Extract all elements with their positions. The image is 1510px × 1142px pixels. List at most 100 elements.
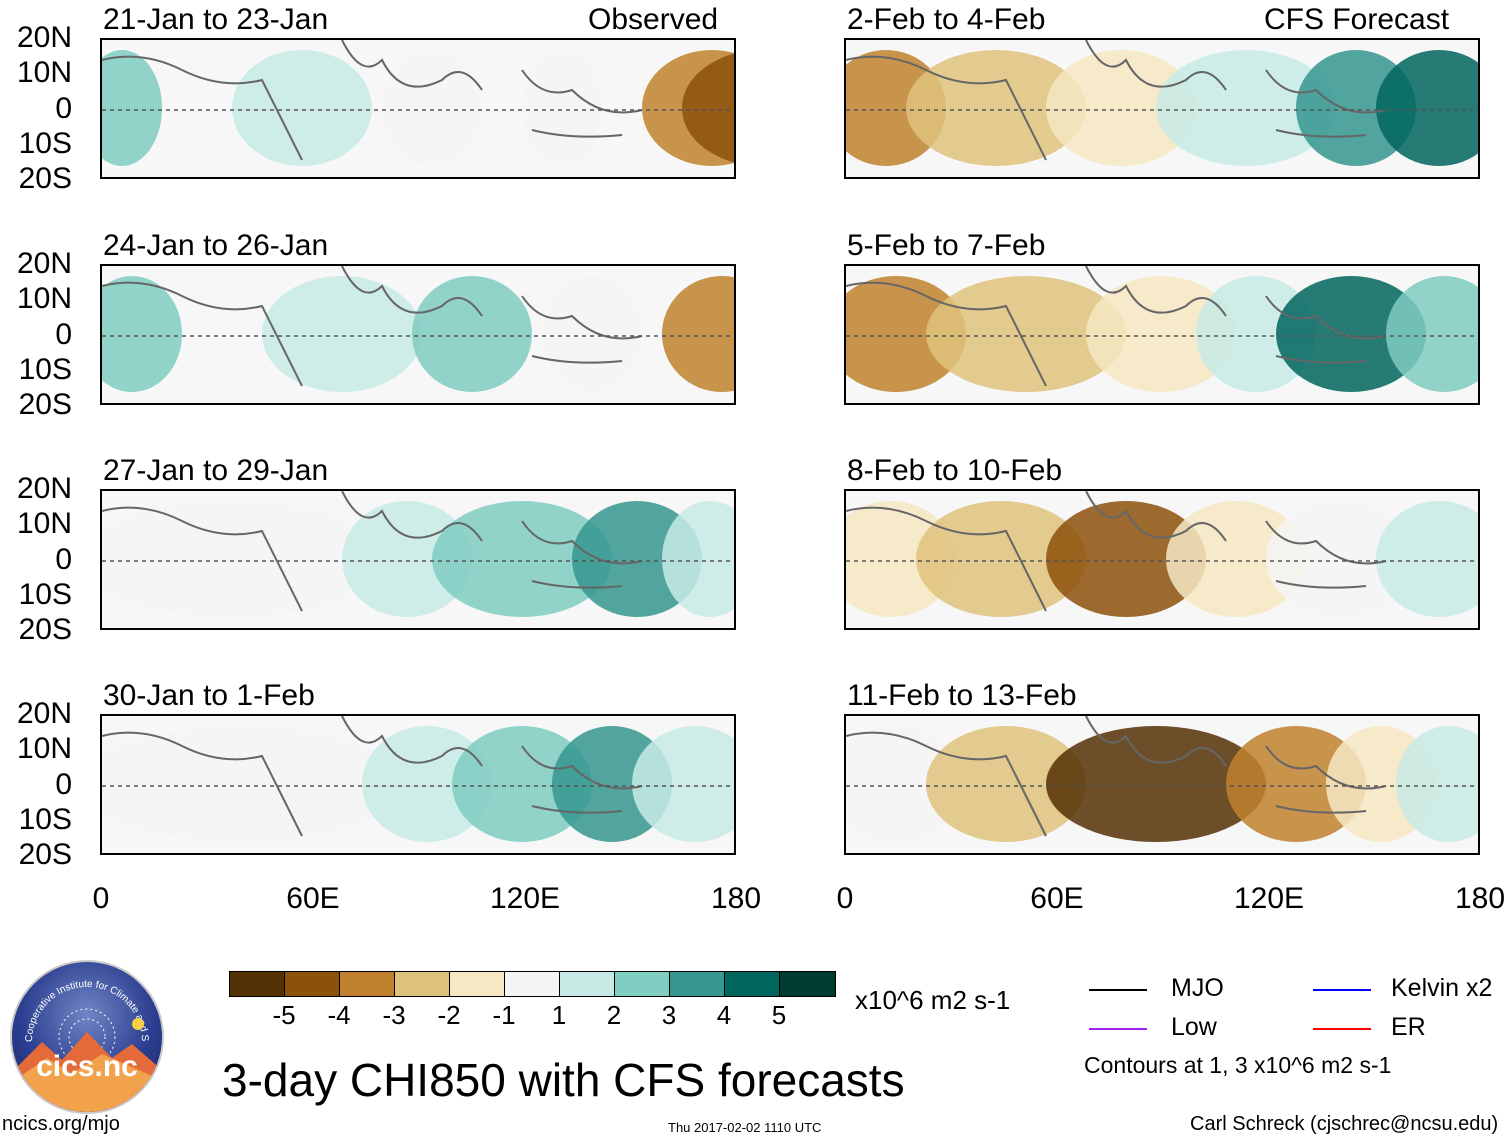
lat-label: 20S [18,838,72,871]
colorbar-swatch [615,972,670,996]
panel-title: 30-Jan to 1-Feb [103,679,315,712]
lon-label: 60E [1030,882,1084,915]
colorbar-swatch [670,972,725,996]
anomaly-shading [102,501,382,617]
anomaly-shading [362,726,492,842]
colorbar [229,971,836,997]
coastline [846,266,1387,387]
map-panel-left-3 [100,489,736,630]
map-panel-right-4 [844,714,1480,855]
lat-label: 20S [18,162,72,195]
anomaly-shading [382,50,482,166]
anomaly-shading [522,50,602,166]
footer-url: ncics.org/mjo [2,1113,120,1135]
colorbar-swatch [230,972,285,996]
logo-text: cics.nc [36,1050,138,1083]
colorbar-label: -2 [437,1000,461,1030]
colorbar-swatch [285,972,340,996]
map-panel-left-1 [100,38,736,179]
lon-label: 0 [836,882,854,915]
anomaly-shading [452,726,592,842]
anomaly-shading [342,501,472,617]
anomaly-shading [846,726,966,842]
colorbar-label: 3 [661,1000,677,1030]
anomaly-shading [846,276,966,392]
anomaly-shading [1046,726,1266,842]
anomaly-shading [1046,501,1206,617]
colorbar-swatch [780,972,835,996]
coastline [102,716,643,837]
panel-tag-observed: Observed [588,3,719,36]
anomaly-shading [1086,276,1236,392]
lat-label: 10N [16,507,72,541]
lat-label: 10N [16,732,72,766]
legend-label-low: Low [1171,1013,1217,1041]
anomaly-shading [1196,276,1316,392]
anomaly-shading [916,501,1086,617]
lat-label: 0 [55,317,72,351]
legend-label-er: ER [1391,1013,1426,1041]
panel-tag-forecast: CFS Forecast [1264,3,1450,36]
anomaly-shading [1156,50,1336,166]
coastline [846,491,1387,612]
anomaly-shading [1376,501,1478,617]
logo-ring-text: Cooperative Institute for Climate and Sa… [12,962,150,1042]
lat-label: 20N [16,21,72,54]
legend-note: Contours at 1, 3 x10^6 m2 s-1 [1084,1052,1392,1078]
anomaly-shading [1166,501,1306,617]
lon-label: 0 [92,882,110,915]
legend-line-er [1313,1028,1371,1030]
logo-emblem-icon: Cooperative Institute for Climate and Sa… [12,962,162,1112]
lat-label: 0 [55,767,72,801]
colorbar-label: -3 [382,1000,406,1030]
lat-label: 10S [18,126,72,160]
legend-line-kelvin [1313,989,1371,991]
anomaly-shading [102,276,182,392]
panel-title: 8-Feb to 10-Feb [847,454,1063,487]
cics-logo: Cooperative Institute for Climate and Sa… [10,960,164,1114]
panel-title: 24-Jan to 26-Jan [103,229,329,262]
map-panel-left-2 [100,264,736,405]
main-title: 3-day CHI850 with CFS forecasts [222,1054,905,1106]
coastline [102,266,643,387]
lat-label: 10N [16,56,72,90]
anomaly-shading [926,276,1126,392]
coastline [102,40,643,161]
anomaly-shading [1396,726,1478,842]
colorbar-swatch [505,972,560,996]
anomaly-shading [1376,50,1478,166]
map-panel-left-4 [100,714,736,855]
panel-title: 21-Jan to 23-Jan [103,3,329,36]
colorbar-label: -4 [327,1000,351,1030]
map-panel-right-2 [844,264,1480,405]
anomaly-shading [542,276,642,392]
anomaly-shading [102,50,162,166]
coastline [846,716,1387,837]
colorbar-label: -5 [272,1000,296,1030]
anomaly-shading [412,276,532,392]
colorbar-label: 4 [716,1000,732,1030]
footer-author: Carl Schreck (cjschrec@ncsu.edu) [1190,1113,1499,1135]
lon-label: 120E [1233,882,1305,915]
colorbar-swatch [450,972,505,996]
anomaly-shading [662,276,734,392]
lat-label: 10S [18,802,72,836]
lon-label: 120E [489,882,561,915]
coastline [846,40,1387,161]
lat-label: 20N [16,697,72,730]
legend-line-low [1089,1028,1147,1030]
lat-label: 20S [18,613,72,646]
anomaly-shading [926,726,1086,842]
anomaly-shading [632,726,734,842]
lon-label: 60E [286,882,340,915]
coastline [102,491,643,612]
lat-label: 20N [16,247,72,280]
colorbar-swatch [340,972,395,996]
lat-label: 20S [18,388,72,421]
lat-label: 0 [55,91,72,125]
panel-title: 2-Feb to 4-Feb [847,3,1046,36]
colorbar-swatch [395,972,450,996]
lat-label: 20N [16,472,72,505]
lon-label: 180 [1454,882,1506,915]
colorbar-label: 5 [771,1000,787,1030]
